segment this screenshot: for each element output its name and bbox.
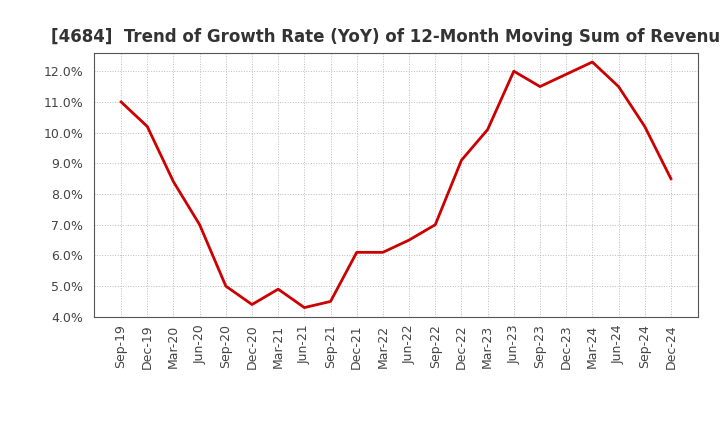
- Title: [4684]  Trend of Growth Rate (YoY) of 12-Month Moving Sum of Revenues: [4684] Trend of Growth Rate (YoY) of 12-…: [51, 28, 720, 46]
